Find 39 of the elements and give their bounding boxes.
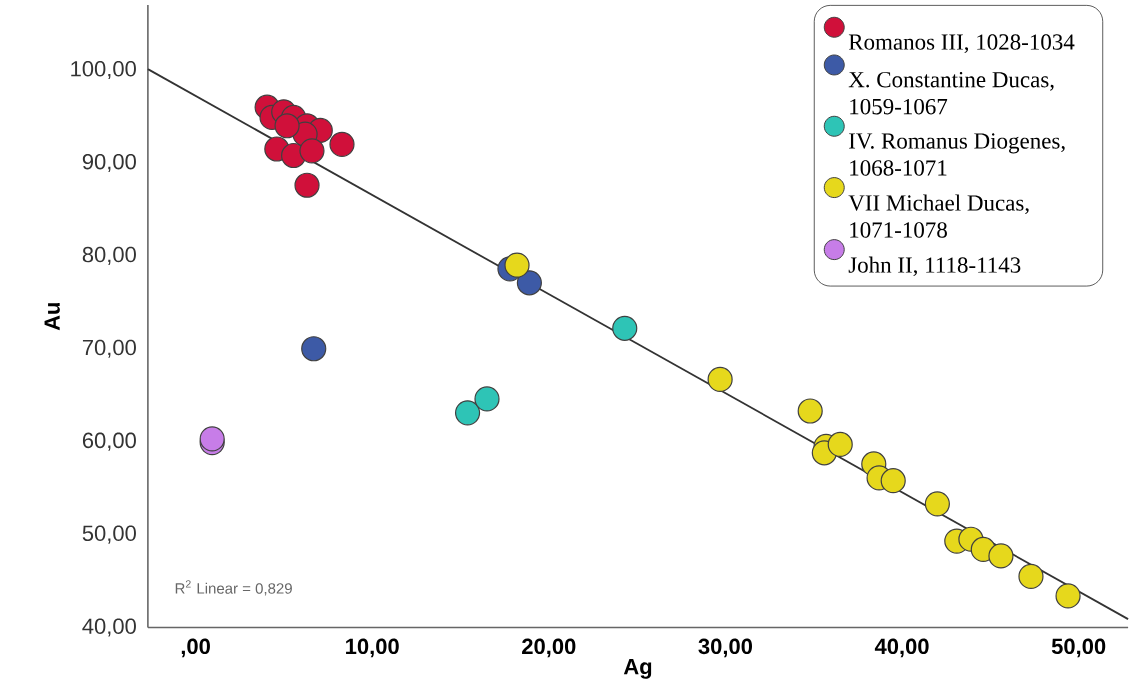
point bbox=[299, 138, 325, 164]
x-tick-label: 10,00 bbox=[346, 638, 399, 658]
y-tick-label: 40,00 bbox=[82, 618, 136, 637]
x-tick-label: 40,00 bbox=[874, 638, 929, 658]
y-tick-label: 70,00 bbox=[82, 339, 136, 358]
point bbox=[880, 467, 906, 494]
x-tick-label: 30,00 bbox=[698, 638, 753, 658]
legend-label: John II, 1118-1143 bbox=[848, 256, 1021, 276]
y-tick-label: 50,00 bbox=[82, 525, 136, 544]
y-tick-label: 60,00 bbox=[82, 432, 136, 451]
legend-label: X. Constantine Ducas, 1059-1067 bbox=[848, 71, 1054, 115]
point bbox=[301, 335, 327, 362]
y-tick-label: 80,00 bbox=[82, 246, 136, 265]
legend-label: Romanos III, 1028-1034 bbox=[848, 34, 1075, 53]
point bbox=[274, 112, 300, 139]
point bbox=[294, 172, 320, 198]
point bbox=[797, 398, 823, 424]
y-axis-title: Au bbox=[44, 302, 60, 331]
annotation: R$^{2}$ Linear = 0,829 bbox=[175, 580, 292, 596]
y-tick-label: 100,00 bbox=[71, 60, 136, 79]
legend-label: VII Michael Ducas, 1071-1078 bbox=[848, 194, 1029, 238]
legend-label: IV. Romanus Diogenes, 1068-1071 bbox=[849, 133, 1065, 176]
x-axis-title: Ag bbox=[623, 658, 652, 679]
point bbox=[988, 543, 1014, 569]
point bbox=[454, 400, 481, 426]
point bbox=[707, 366, 733, 392]
point bbox=[827, 431, 853, 457]
point bbox=[924, 491, 950, 517]
point bbox=[474, 386, 500, 412]
point bbox=[1018, 563, 1044, 589]
point bbox=[612, 315, 638, 341]
point bbox=[1055, 583, 1081, 609]
x-tick-label: ,00 bbox=[181, 638, 210, 658]
point bbox=[504, 252, 530, 278]
x-tick-label: 20,00 bbox=[522, 638, 576, 658]
x-tick-label: 50,00 bbox=[1051, 638, 1106, 658]
point bbox=[329, 131, 355, 157]
point bbox=[516, 270, 542, 296]
y-tick-label: 90,00 bbox=[82, 153, 136, 172]
